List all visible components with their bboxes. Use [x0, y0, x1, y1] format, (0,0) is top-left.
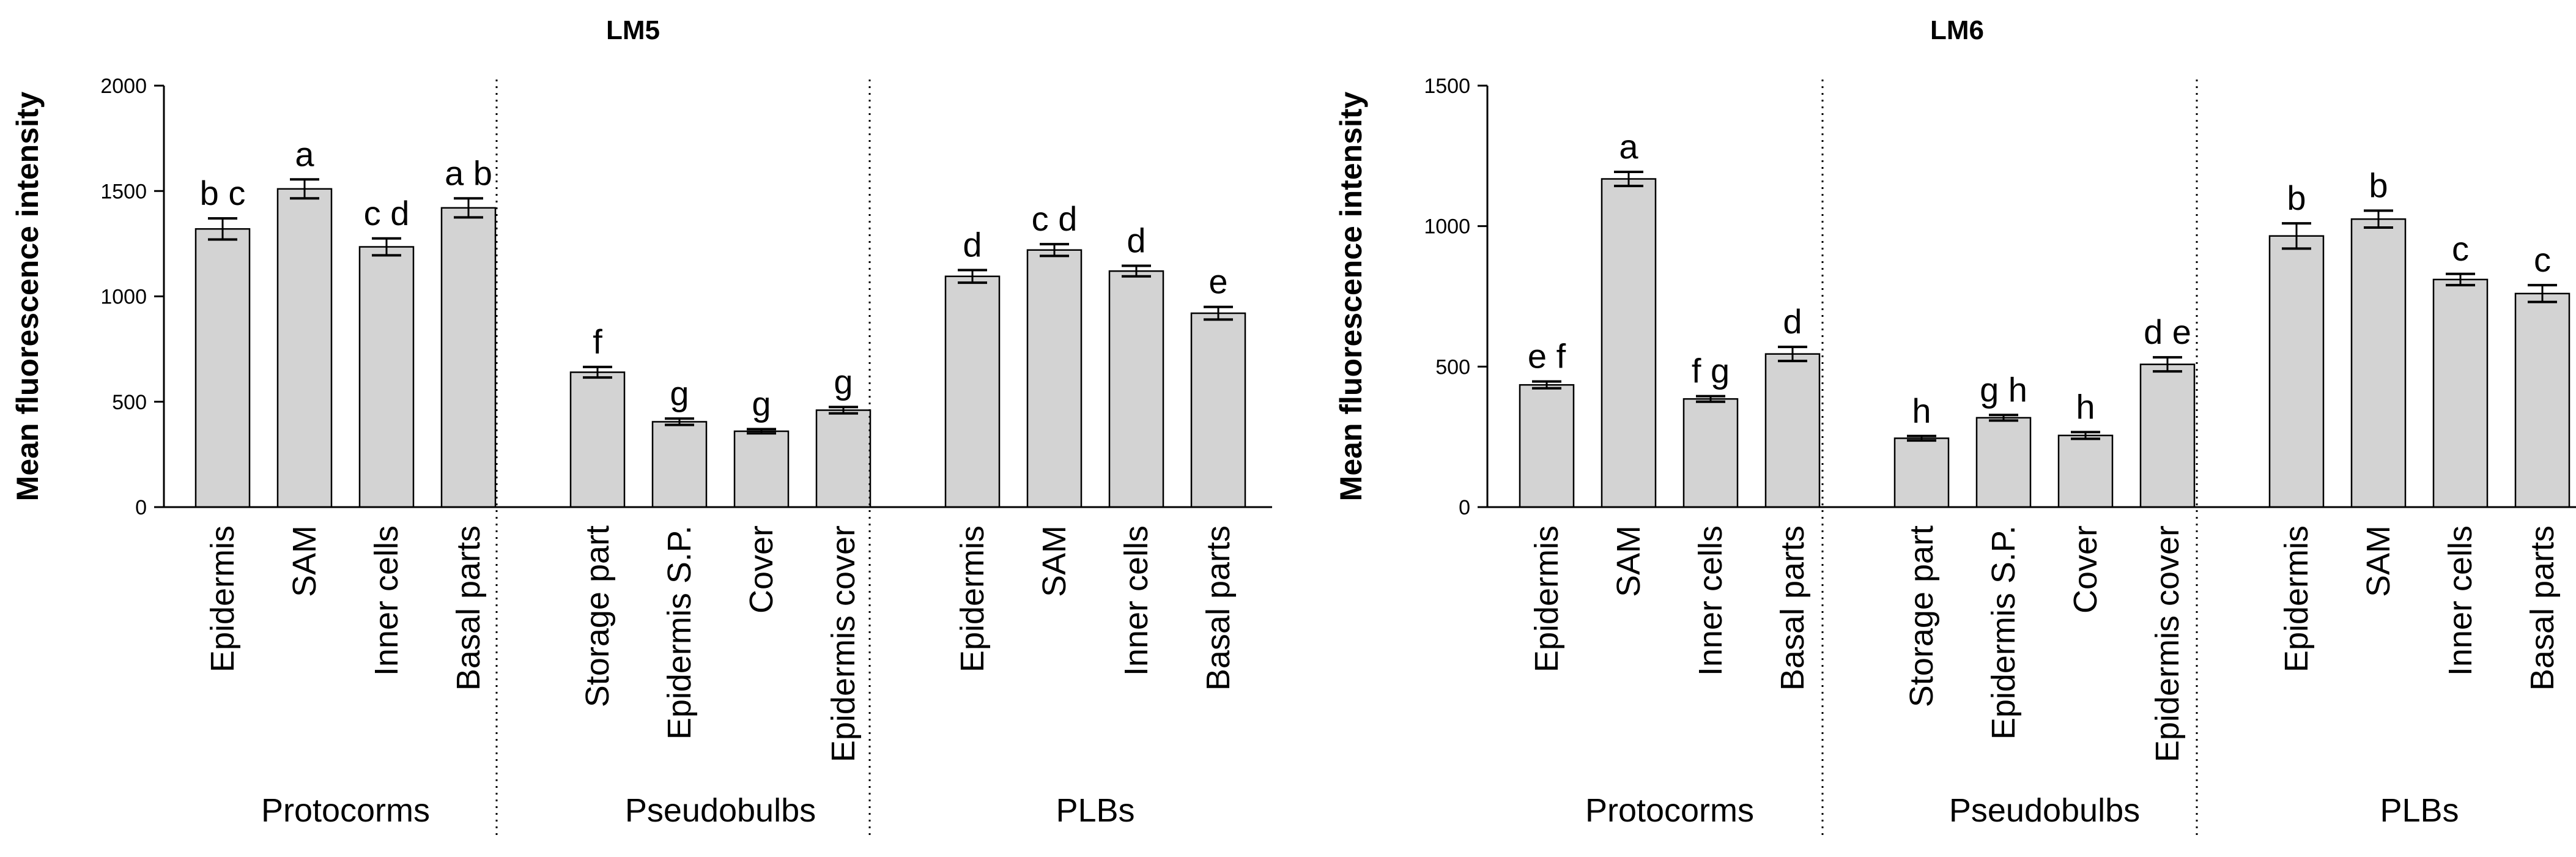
- category-label: Epidermis: [954, 525, 991, 672]
- category-label: Inner cells: [1692, 525, 1729, 676]
- bar: [2514, 292, 2570, 508]
- category-label: Storage part: [1903, 525, 1940, 707]
- significance-letter: c: [2534, 240, 2551, 279]
- bar: [1108, 270, 1164, 508]
- bar: [2350, 218, 2407, 508]
- category-label: Basal parts: [1774, 525, 1811, 691]
- significance-letter: d: [1127, 221, 1146, 260]
- category-label: Epidermis: [1528, 525, 1565, 672]
- y-tick-label: 500: [112, 391, 147, 414]
- y-tick-label: 0: [135, 496, 147, 519]
- category-label: Inner cells: [368, 525, 405, 676]
- significance-letter: f g: [1692, 352, 1730, 390]
- category-label: Cover: [743, 525, 780, 614]
- significance-letter: e f: [1528, 337, 1566, 376]
- bar: [2432, 278, 2489, 508]
- significance-letter: b: [2287, 179, 2306, 217]
- bar: [815, 409, 872, 508]
- y-tick-label: 1000: [1424, 215, 1470, 239]
- bar: [1682, 398, 1739, 508]
- y-tick-label: 2000: [100, 75, 147, 98]
- significance-letter: b c: [200, 174, 246, 212]
- bar: [651, 421, 708, 508]
- significance-letter: d: [1783, 302, 1802, 341]
- significance-letter: d e: [2144, 313, 2191, 351]
- category-label: Epidermis cover: [825, 525, 862, 762]
- bar: [944, 275, 1001, 508]
- bar: [276, 188, 333, 508]
- category-label: Basal parts: [1200, 525, 1237, 691]
- category-label: SAM: [2360, 525, 2397, 597]
- bar: [1893, 437, 1950, 508]
- group-label: PLBs: [2380, 792, 2459, 829]
- category-label: Epidermis: [204, 525, 241, 672]
- bar: [1764, 353, 1821, 508]
- chart-panel-lm5: LM5 Mean fluorescence intensity 0 500 1000 15…: [10, 15, 1272, 838]
- y-tick-label: 1000: [100, 286, 147, 309]
- group-label: PLBs: [1056, 792, 1134, 829]
- group-label: Pseudobulbs: [625, 792, 816, 829]
- y-axis-label: Mean fluorescence intensity: [1334, 91, 1368, 501]
- category-label: Epidermis S.P.: [1985, 525, 2022, 740]
- bar: [2139, 363, 2196, 508]
- bar: [2268, 235, 2325, 508]
- bar: [1601, 178, 1657, 508]
- y-tick-label: 0: [1459, 496, 1470, 519]
- y-tick-label: 500: [1435, 355, 1470, 379]
- bar: [1026, 249, 1083, 508]
- significance-letter: h: [1912, 391, 1931, 430]
- chart-title: LM5: [606, 15, 660, 45]
- category-label: Storage part: [579, 525, 616, 707]
- category-label: SAM: [286, 525, 323, 597]
- category-label: Basal parts: [2524, 525, 2561, 691]
- significance-letter: h: [2076, 387, 2095, 426]
- group-label: Protocorms: [1585, 792, 1754, 829]
- bar: [1190, 312, 1246, 508]
- significance-letter: g: [670, 374, 689, 412]
- category-label: Inner cells: [2442, 525, 2479, 676]
- category-label: Basal parts: [450, 525, 487, 691]
- significance-letter: g: [752, 385, 771, 423]
- significance-letter: g: [834, 362, 853, 401]
- y-tick-label: 1500: [1424, 75, 1470, 98]
- significance-letter: c d: [1032, 199, 1078, 238]
- bar: [358, 246, 415, 508]
- group-label: Protocorms: [261, 792, 430, 829]
- y-axis-label: Mean fluorescence intensity: [10, 91, 45, 501]
- category-label: Epidermis cover: [2149, 525, 2186, 762]
- significance-letter: e: [1208, 262, 1227, 301]
- bar: [733, 430, 790, 508]
- category-label: SAM: [1610, 525, 1647, 597]
- group-label: Pseudobulbs: [1949, 792, 2140, 829]
- significance-letter: g h: [1980, 370, 2027, 409]
- significance-letter: f: [593, 322, 602, 361]
- bar: [2057, 434, 2114, 508]
- category-label: Epidermis: [2278, 525, 2315, 672]
- significance-letter: a: [295, 135, 314, 173]
- significance-letter: a b: [445, 154, 492, 192]
- bar: [1975, 417, 2032, 508]
- significance-letter: a: [1619, 127, 1638, 166]
- category-label: SAM: [1036, 525, 1073, 597]
- significance-letter: c: [2452, 229, 2469, 268]
- category-label: Inner cells: [1118, 525, 1155, 676]
- chart-title: LM6: [1930, 15, 1984, 45]
- category-label: Cover: [2067, 525, 2104, 614]
- y-tick-label: 1500: [100, 180, 147, 203]
- significance-letter: d: [963, 225, 982, 264]
- bar: [569, 371, 626, 508]
- significance-letter: c d: [364, 194, 410, 232]
- category-label: Epidermis S.P.: [661, 525, 698, 740]
- bar: [194, 228, 251, 508]
- significance-letter: b: [2369, 166, 2388, 204]
- bar: [1519, 384, 1575, 508]
- chart-panel-lm6: LM6 Mean fluorescence intensity 0 500 1000 15…: [1334, 15, 2576, 838]
- bar: [440, 207, 497, 508]
